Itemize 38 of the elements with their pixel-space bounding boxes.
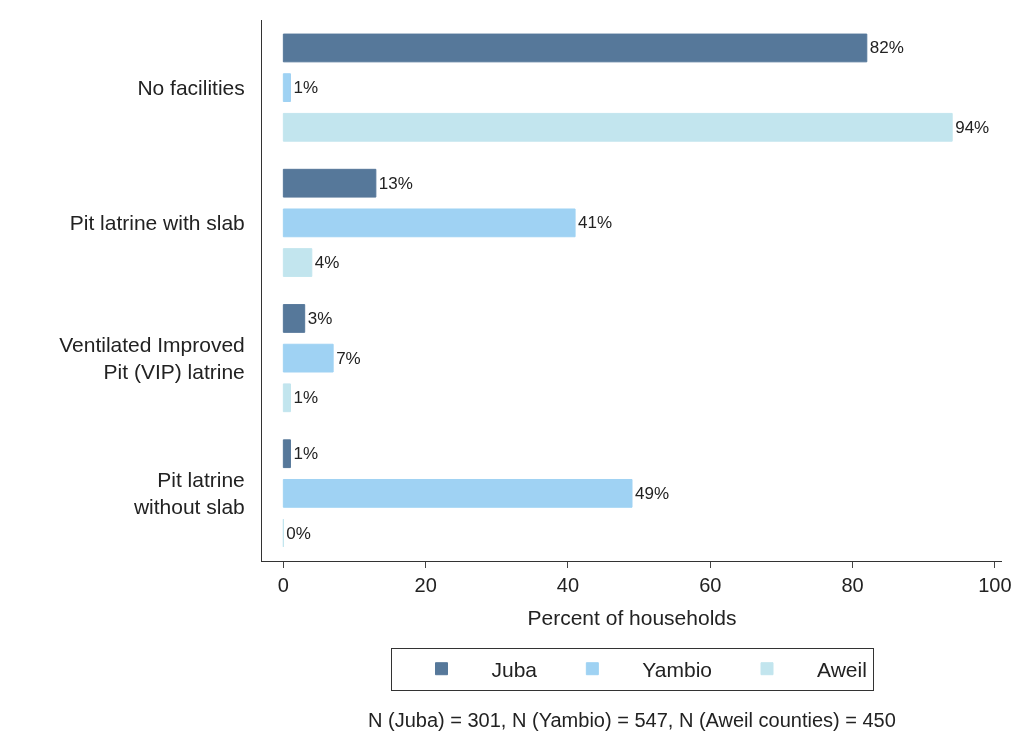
bar [282,478,633,508]
bar [282,304,306,333]
x-tick-label: 0 [277,574,289,596]
y-tick-label: Ventilated Improved Pit (VIP) latrine [59,332,245,384]
data-label: 3% [307,308,333,328]
data-label: 49% [635,483,670,503]
x-tick-label: 40 [556,574,580,596]
bar [282,248,313,277]
y-tick-label: Pit latrine with slab [69,211,245,235]
data-label: 1% [293,444,319,464]
data-label: 13% [378,173,413,193]
data-label: 1% [293,78,319,98]
bar [282,73,291,103]
legend-label: Yambio [642,657,713,681]
data-label: 0% [286,523,311,543]
x-tick-label: 20 [414,574,437,596]
data-label: 7% [336,348,361,368]
bar [282,112,953,142]
y-tick-label: No facilities [137,75,245,99]
x-tick-label: 100 [978,574,1012,596]
text: N (Juba) = 301, N (Yambio) = 547, N (Aweil counties) = 450 [368,709,896,731]
bar [282,33,868,63]
x-tick-label: 80 [841,574,864,596]
y-tick-label: Pit latrine without slab [132,468,245,519]
bar [282,343,334,373]
bar [282,383,291,413]
data-label: 41% [578,213,613,233]
legend-label: Aweil [817,657,867,681]
bar [282,168,377,198]
legend-label: Juba [491,657,538,681]
bar [282,439,291,469]
data-label: 82% [869,38,904,58]
x-tick-label: 60 [699,574,722,596]
x-axis-title: Percent of households [527,606,737,630]
data-label: 1% [293,388,319,408]
data-label: 4% [314,253,340,273]
bar [282,208,576,238]
data-label: 94% [955,117,990,137]
